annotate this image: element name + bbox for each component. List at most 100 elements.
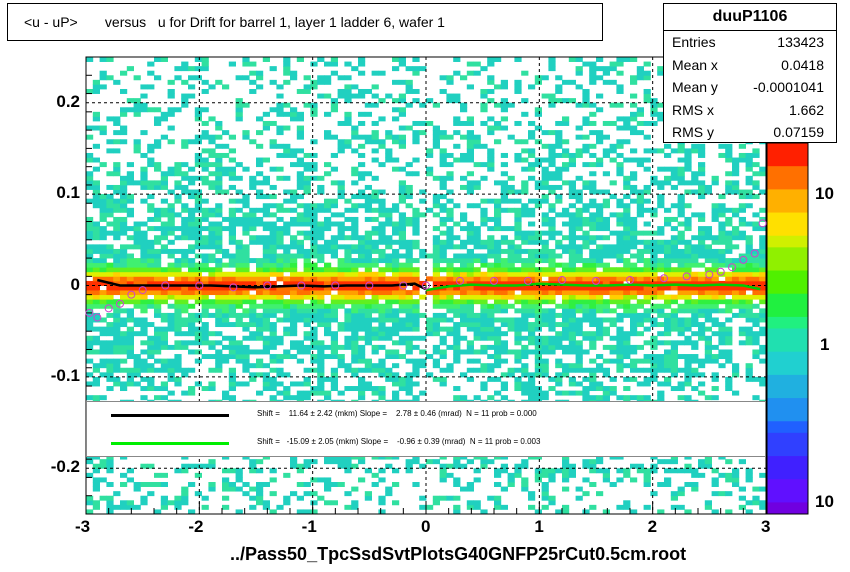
- plot-title: <u - uP> versus u for Drift for barrel 1…: [7, 3, 603, 41]
- stats-row-entries: Entries 133423: [664, 31, 836, 54]
- stats-value: 0.0418: [781, 56, 824, 73]
- profile-line-green: [425, 282, 761, 292]
- stats-key: Mean y: [672, 79, 718, 95]
- colorbar-bin: [767, 328, 808, 341]
- x-tick-label: 2: [647, 517, 658, 536]
- profile-point-magenta: [263, 281, 272, 290]
- colorbar-bin: [767, 270, 808, 283]
- colorbar-bin: [767, 386, 808, 399]
- colorbar-bin: [767, 316, 808, 329]
- profile-point-magenta: [682, 272, 691, 281]
- stats-row-mean-y: Mean y -0.0001041: [664, 76, 836, 99]
- y-tick-label: 0.2: [56, 91, 80, 111]
- y-tick-label: -0.1: [50, 365, 80, 385]
- colorbar-tick-label: 10: [815, 184, 834, 203]
- colorbar-bin: [767, 212, 808, 225]
- colorbar-bin: [767, 432, 808, 445]
- fit-legend-green-text: Shift = -15.09 ± 2.05 (mkm) Slope = -0.9…: [257, 437, 541, 446]
- colorbar-bin: [767, 247, 808, 260]
- stats-box: duuP1106 Entries 133423 Mean x 0.0418 Mean…: [663, 3, 837, 143]
- profile-point-magenta: [85, 308, 94, 317]
- colorbar-bin: [767, 154, 808, 167]
- x-tick-label: 3: [761, 517, 771, 536]
- colorbar-bin: [767, 235, 808, 248]
- profile-point-magenta: [195, 281, 204, 290]
- colorbar-bin: [767, 456, 808, 469]
- file-label: ../Pass50_TpcSsdSvtPlotsG40GNFP25rCut0.5…: [230, 544, 687, 564]
- colorbar-frame: [766, 142, 809, 515]
- colorbar-bin: [767, 479, 808, 492]
- colorbar-bin: [767, 258, 808, 271]
- stats-name: duuP1106: [664, 4, 836, 31]
- profile-point-magenta: [524, 276, 532, 285]
- profile-point-magenta: [626, 276, 634, 285]
- colorbar-bin: [767, 166, 808, 179]
- profile-point-magenta: [716, 267, 725, 276]
- colorbar-bin: [767, 282, 808, 295]
- profile-point-magenta: [660, 274, 668, 283]
- profile-point-magenta: [456, 276, 464, 285]
- fit-legend: Shift = 11.64 ± 2.42 (mkm) Slope = 2.78 …: [86, 401, 766, 457]
- x-tick-label: 1: [534, 517, 544, 536]
- x-tick-label: 0: [421, 517, 431, 536]
- colorbar-bin: [767, 293, 808, 306]
- colorbar-bin: [767, 374, 808, 387]
- profile-point-magenta: [297, 281, 306, 290]
- profile-point-magenta: [758, 219, 767, 228]
- colorbar-bin: [767, 340, 808, 353]
- stats-row-mean-x: Mean x 0.0418: [664, 54, 836, 77]
- profile-point-magenta: [750, 249, 759, 258]
- stats-value: 1.662: [788, 101, 824, 118]
- profile-point-magenta: [93, 313, 102, 322]
- colorbar-bin: [767, 490, 808, 503]
- colorbar-bin: [767, 351, 808, 364]
- profile-point-magenta: [422, 281, 430, 290]
- stats-value: -0.0001041: [753, 79, 824, 95]
- y-tick-label: 0.1: [56, 183, 80, 203]
- stats-row-rms-y: RMS y 0.07159: [664, 121, 836, 144]
- stats-key: Mean x: [672, 56, 718, 73]
- stats-key: Entries: [672, 34, 716, 50]
- colorbar-bin: [767, 444, 808, 457]
- fit-legend-green-line: [111, 442, 229, 445]
- y-tick-label: -0.2: [50, 457, 80, 477]
- colorbar-bin: [767, 177, 808, 190]
- x-tick-label: -1: [301, 517, 317, 536]
- profile-point-magenta: [705, 270, 714, 279]
- colorbar-bin: [767, 421, 808, 434]
- profile-point-magenta: [558, 276, 566, 285]
- colorbar-bin: [767, 143, 808, 155]
- stats-key: RMS y: [672, 124, 714, 140]
- colorbar-bin: [767, 409, 808, 422]
- profile-point-magenta: [229, 283, 238, 292]
- colorbar-bin: [767, 224, 808, 237]
- profile-point-magenta: [728, 263, 736, 272]
- colorbar-bin: [767, 189, 808, 202]
- colorbar-tick-label: 1: [820, 335, 830, 354]
- stats-row-rms-x: RMS x 1.662: [664, 99, 836, 122]
- x-tick-label: -3: [75, 517, 91, 536]
- colorbar-bin: [767, 363, 808, 376]
- colorbar-bin: [767, 305, 808, 318]
- y-tick-label: 0: [70, 274, 80, 294]
- profile-point-magenta: [399, 281, 408, 290]
- profile-point-magenta: [592, 276, 600, 285]
- fit-legend-black-line: [111, 414, 229, 417]
- fit-legend-black-text: Shift = 11.64 ± 2.42 (mkm) Slope = 2.78 …: [257, 409, 537, 418]
- profile-point-magenta: [331, 281, 340, 290]
- profile-point-magenta: [116, 299, 124, 308]
- colorbar-bin: [767, 200, 808, 213]
- profile-point-magenta: [127, 290, 136, 299]
- profile-point-magenta: [490, 276, 498, 285]
- profile-point-magenta: [138, 286, 147, 295]
- x-tick-label: -2: [188, 517, 204, 536]
- profile-point-magenta: [104, 304, 113, 313]
- stats-value: 133423: [777, 34, 824, 50]
- colorbar-bin: [767, 467, 808, 480]
- stats-value: 0.07159: [773, 124, 824, 140]
- heatmap-cells: [86, 57, 767, 515]
- colorbar-bin: [767, 398, 808, 411]
- colorbar-tick-label: 10: [815, 492, 834, 511]
- profile-point-magenta: [161, 281, 170, 290]
- profile-point-magenta: [365, 281, 374, 290]
